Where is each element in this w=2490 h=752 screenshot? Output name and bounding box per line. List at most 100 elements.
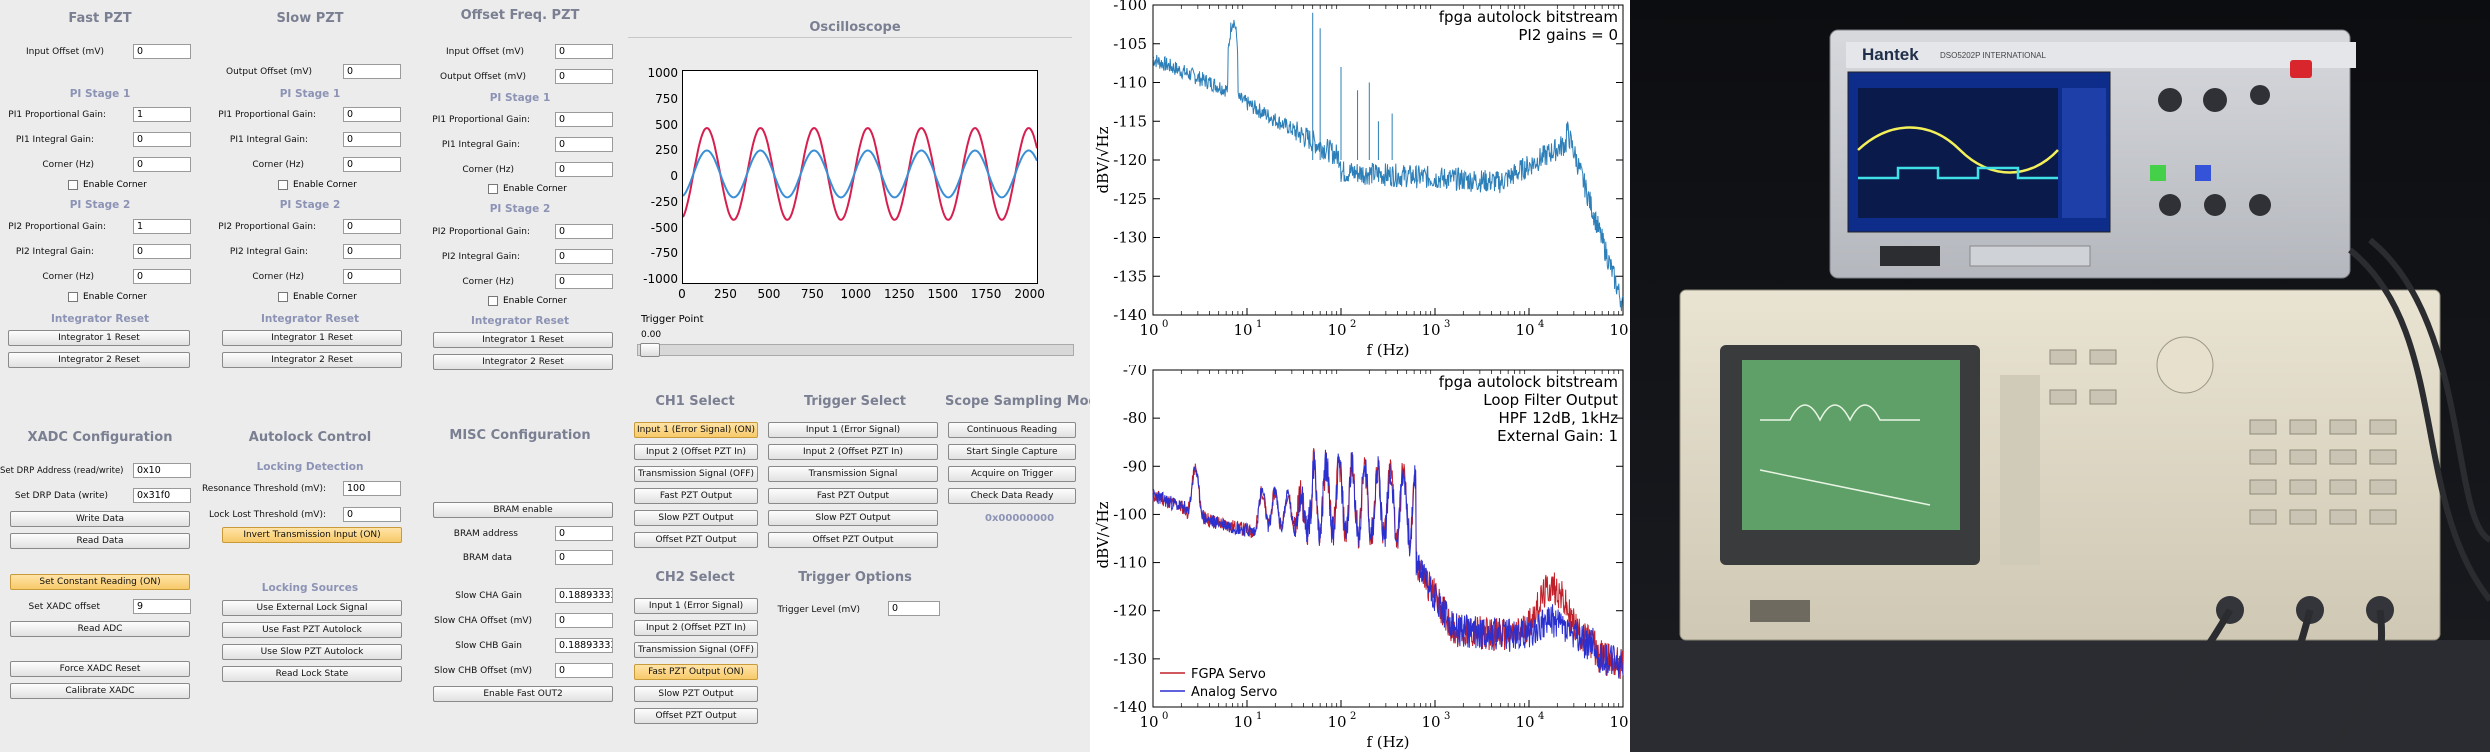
- offset-pi1-int-field[interactable]: 0: [555, 137, 613, 152]
- ch1-offset-pzt-button[interactable]: Offset PZT Output: [634, 532, 758, 548]
- slow-pi1-prop-field[interactable]: 0: [343, 107, 401, 122]
- ch1-slow-pzt-button[interactable]: Slow PZT Output: [634, 510, 758, 526]
- slow-int1-reset-button[interactable]: Integrator 1 Reset: [222, 330, 402, 346]
- offset-corner1-field[interactable]: 0: [555, 162, 613, 177]
- drp-data-field[interactable]: 0x31f0: [133, 488, 191, 503]
- write-data-button[interactable]: Write Data: [10, 511, 190, 527]
- fast-pzt-autolock-button[interactable]: Use Fast PZT Autolock: [222, 622, 402, 638]
- slow-pi1-int-field[interactable]: 0: [343, 132, 401, 147]
- slow-chb-offset-field[interactable]: 0: [555, 663, 613, 678]
- ch1-fast-pzt-button[interactable]: Fast PZT Output: [634, 488, 758, 504]
- offset-output-offset-field[interactable]: 0: [555, 69, 613, 84]
- slow-corner1-label: Corner (Hz): [252, 160, 304, 170]
- slow-pi-stage-1: PI Stage 1: [279, 88, 341, 100]
- trig-transmission-button[interactable]: Transmission Signal: [768, 466, 938, 482]
- trig-input1-button[interactable]: Input 1 (Error Signal): [768, 422, 938, 438]
- offset-enable-corner2[interactable]: Enable Corner: [488, 296, 567, 306]
- fast-corner2-field[interactable]: 0: [133, 269, 191, 284]
- slow-enable-corner1[interactable]: Enable Corner: [278, 180, 357, 190]
- trig-fast-pzt-button[interactable]: Fast PZT Output: [768, 488, 938, 504]
- drp-address-field[interactable]: 0x10: [133, 463, 191, 478]
- ch2-offset-pzt-button[interactable]: Offset PZT Output: [634, 708, 758, 724]
- top-x-tick-exp: 3: [1444, 319, 1450, 330]
- slow-pi2-prop-field[interactable]: 0: [343, 219, 401, 234]
- trigger-point-slider[interactable]: [637, 343, 1074, 357]
- offset-pi2-int-field[interactable]: 0: [555, 249, 613, 264]
- trig-input2-button[interactable]: Input 2 (Offset PZT In): [768, 444, 938, 460]
- slow-cha-offset-field[interactable]: 0: [555, 613, 613, 628]
- force-xadc-reset-button[interactable]: Force XADC Reset: [10, 661, 190, 677]
- ch2-input2-button[interactable]: Input 2 (Offset PZT In): [634, 620, 758, 636]
- slow-pzt-autolock-button[interactable]: Use Slow PZT Autolock: [222, 644, 402, 660]
- fast-pi1-int-field[interactable]: 0: [133, 132, 191, 147]
- ch1-input2-button[interactable]: Input 2 (Offset PZT In): [634, 444, 758, 460]
- offset-int1-reset-button[interactable]: Integrator 1 Reset: [433, 332, 613, 348]
- ch2-input1-button[interactable]: Input 1 (Error Signal): [634, 598, 758, 614]
- enable-fast-out2-button[interactable]: Enable Fast OUT2: [433, 686, 613, 702]
- fast-pi1-int-label: PI1 Integral Gain:: [15, 135, 94, 145]
- bram-address-field[interactable]: 0: [555, 526, 613, 541]
- fast-int2-reset-button[interactable]: Integrator 2 Reset: [8, 352, 190, 368]
- trigger-options-title: Trigger Options: [798, 570, 912, 585]
- fast-int1-reset-button[interactable]: Integrator 1 Reset: [8, 330, 190, 346]
- osc-trace-ch1: [682, 126, 1038, 221]
- continuous-reading-button[interactable]: Continuous Reading: [948, 422, 1076, 438]
- read-lock-state-button[interactable]: Read Lock State: [222, 666, 402, 682]
- osc-x-tick: 1000: [840, 287, 872, 301]
- bram-enable-button[interactable]: BRAM enable: [433, 502, 613, 518]
- start-single-capture-button[interactable]: Start Single Capture: [948, 444, 1076, 460]
- fast-input-offset-field[interactable]: 0: [133, 44, 191, 59]
- xadc-offset-field[interactable]: 9: [133, 599, 191, 614]
- calibrate-xadc-button[interactable]: Calibrate XADC: [10, 683, 190, 699]
- bram-data-field[interactable]: 0: [555, 550, 613, 565]
- osc-y-tick: 500: [655, 117, 678, 132]
- slow-integrator-reset-header: Integrator Reset: [261, 313, 359, 325]
- fast-enable-corner1[interactable]: Enable Corner: [68, 180, 147, 190]
- fast-pi2-prop-field[interactable]: 1: [133, 219, 191, 234]
- slow-chb-gain-field[interactable]: 0.188933333: [555, 638, 613, 653]
- fast-enable-corner2[interactable]: Enable Corner: [68, 292, 147, 302]
- trig-offset-pzt-button[interactable]: Offset PZT Output: [768, 532, 938, 548]
- external-lock-button[interactable]: Use External Lock Signal: [222, 600, 402, 616]
- slow-int2-reset-button[interactable]: Integrator 2 Reset: [222, 352, 402, 368]
- slow-output-offset-field[interactable]: 0: [343, 64, 401, 79]
- fast-corner1-field[interactable]: 0: [133, 157, 191, 172]
- checkbox-icon: [278, 292, 288, 302]
- offset-pi2-prop-field[interactable]: 0: [555, 224, 613, 239]
- oscilloscope-traces: [682, 126, 1038, 221]
- offset-int2-reset-button[interactable]: Integrator 2 Reset: [433, 354, 613, 370]
- invert-transmission-button[interactable]: Invert Transmission Input (ON): [222, 527, 402, 543]
- ch1-input1-button[interactable]: Input 1 (Error Signal) (ON): [634, 422, 758, 438]
- offset-enable-corner1[interactable]: Enable Corner: [488, 184, 567, 194]
- slow-pi2-int-field[interactable]: 0: [343, 244, 401, 259]
- offset-pi1-prop-field[interactable]: 0: [555, 112, 613, 127]
- osc-x-axis-label: ˇ: [842, 295, 848, 308]
- slider-handle[interactable]: [640, 343, 660, 357]
- trigger-level-field[interactable]: 0: [888, 601, 940, 616]
- offset-output-offset-label: Output Offset (mV): [440, 72, 526, 82]
- read-adc-button[interactable]: Read ADC: [10, 621, 190, 637]
- check-data-ready-button[interactable]: Check Data Ready: [948, 488, 1076, 504]
- slow-enable-corner2[interactable]: Enable Corner: [278, 292, 357, 302]
- ch2-slow-pzt-button[interactable]: Slow PZT Output: [634, 686, 758, 702]
- lock-lost-threshold-field[interactable]: 0: [343, 507, 401, 522]
- slow-corner2-field[interactable]: 0: [343, 269, 401, 284]
- offset-input-offset-field[interactable]: 0: [555, 44, 613, 59]
- bot-x-tick-exp: 3: [1444, 711, 1450, 722]
- resonance-threshold-field[interactable]: 100: [343, 481, 401, 496]
- ch2-fast-pzt-button[interactable]: Fast PZT Output (ON): [634, 664, 758, 680]
- constant-reading-button[interactable]: Set Constant Reading (ON): [10, 574, 190, 590]
- ch1-transmission-button[interactable]: Transmission Signal (OFF): [634, 466, 758, 482]
- osc-y-tick: 750: [655, 91, 678, 106]
- read-data-button[interactable]: Read Data: [10, 533, 190, 549]
- trig-slow-pzt-button[interactable]: Slow PZT Output: [768, 510, 938, 526]
- fast-pi2-int-field[interactable]: 0: [133, 244, 191, 259]
- ch2-transmission-button[interactable]: Transmission Signal (OFF): [634, 642, 758, 658]
- fast-pi1-prop-field[interactable]: 1: [133, 107, 191, 122]
- slow-corner1-field[interactable]: 0: [343, 157, 401, 172]
- top-y-tick-label: -140: [1113, 306, 1147, 324]
- slow-cha-gain-field[interactable]: 0.188933333: [555, 588, 613, 603]
- acquire-on-trigger-button[interactable]: Acquire on Trigger: [948, 466, 1076, 482]
- offset-corner2-field[interactable]: 0: [555, 274, 613, 289]
- bot-y-axis-label: dBV/√Hz: [1094, 501, 1112, 568]
